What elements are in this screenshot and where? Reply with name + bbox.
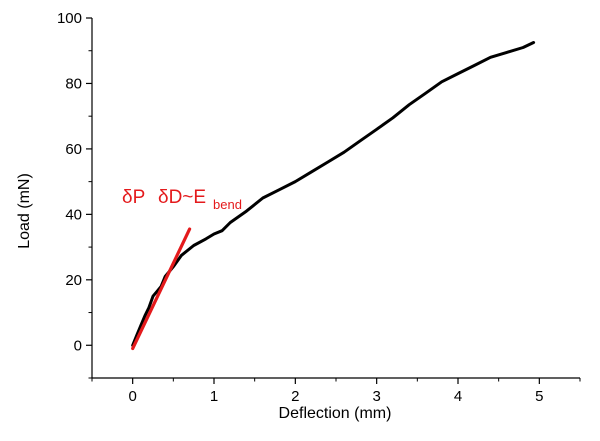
- y-tick-label: 0: [74, 337, 82, 354]
- y-tick-label: 60: [65, 141, 82, 158]
- annotation-delta-d: δD~E: [158, 187, 206, 208]
- load-curve: [131, 41, 536, 347]
- y-tick-label: 20: [65, 272, 82, 289]
- y-tick-label: 40: [65, 206, 82, 223]
- y-tick-label: 100: [57, 10, 82, 27]
- x-axis-title: Deflection (mm): [279, 405, 392, 422]
- x-tick-label: 4: [454, 388, 462, 405]
- x-tick-label: 5: [535, 388, 543, 405]
- series-layer: [131, 41, 536, 351]
- annotation-subscript: bend: [213, 197, 242, 212]
- slope-annotation: δP δD~E bend: [122, 187, 242, 212]
- y-ticks: 0 20 40 60 80 100: [57, 10, 92, 379]
- x-tick-label: 1: [210, 388, 218, 405]
- x-ticks: 0 1 2 3 4 5: [91, 378, 581, 405]
- x-tick-label: 0: [128, 388, 136, 405]
- y-tick-label: 80: [65, 75, 82, 92]
- annotation-delta-p: δP: [122, 187, 145, 208]
- y-axis-title: Load (mN): [16, 173, 33, 249]
- initial-slope-line: [131, 227, 192, 351]
- x-tick-label: 2: [291, 388, 299, 405]
- x-tick-label: 3: [372, 388, 380, 405]
